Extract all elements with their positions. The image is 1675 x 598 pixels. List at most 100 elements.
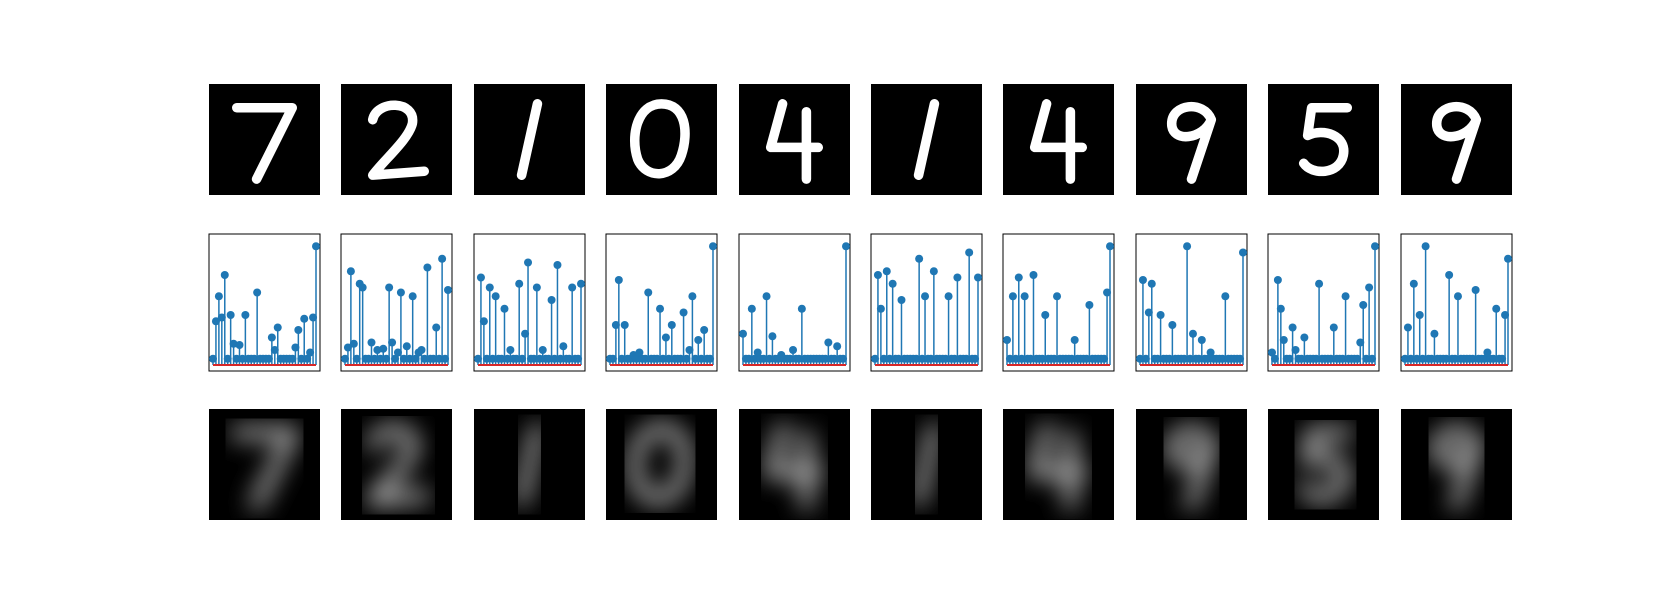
original-digit-glyph-4 — [765, 99, 824, 184]
stem-marker — [343, 343, 352, 352]
stem-marker — [753, 348, 762, 357]
stem-marker — [1206, 348, 1215, 357]
stem-marker — [1156, 311, 1165, 319]
stem-marker — [1003, 336, 1011, 344]
stem-marker — [376, 354, 385, 363]
stem-marker — [306, 348, 315, 357]
stem-marker — [420, 354, 429, 363]
original-image-background — [209, 84, 320, 195]
stem-marker — [1329, 323, 1338, 332]
stem-marker — [1492, 304, 1501, 313]
stem-marker — [438, 254, 447, 263]
stem-marker — [1014, 273, 1023, 282]
stem-plot-9 — [1400, 233, 1513, 372]
stem-marker — [1312, 354, 1321, 363]
stem-marker — [1453, 292, 1462, 301]
stem-marker — [894, 354, 903, 363]
stem-marker — [1359, 301, 1368, 309]
stem-marker — [491, 292, 500, 301]
stem-marker — [506, 346, 515, 354]
stem-marker — [608, 354, 617, 363]
reconstructed-image-2 — [474, 409, 585, 520]
stem-marker — [217, 313, 226, 322]
original-image-7 — [1136, 84, 1247, 195]
stem-marker — [358, 283, 367, 292]
stem-marker — [352, 354, 361, 363]
stem-marker — [921, 292, 930, 301]
stem-marker — [691, 354, 700, 363]
stem-marker — [762, 292, 771, 301]
stem-marker — [882, 267, 891, 276]
stem-marker — [250, 354, 259, 363]
stem-marker — [488, 354, 497, 363]
stem-marker — [797, 304, 806, 313]
stem-plot-3 — [605, 233, 718, 372]
reconstructed-digit-glyph-4 — [1028, 422, 1089, 511]
original-image-2 — [474, 84, 585, 195]
original-digit-glyph-9 — [1166, 101, 1217, 184]
stem-marker — [794, 354, 803, 363]
stem-marker — [1415, 311, 1424, 319]
original-image-9 — [1401, 84, 1512, 195]
reconstructed-image-7 — [1136, 409, 1247, 520]
stem-marker — [1136, 354, 1144, 363]
stem-marker — [435, 354, 444, 363]
stem-marker — [1273, 276, 1282, 284]
stem-marker — [1504, 254, 1512, 263]
stem-marker — [1362, 354, 1371, 363]
stem-marker — [223, 354, 232, 363]
reconstructed-image-0 — [209, 409, 320, 520]
reconstructed-image-8 — [1268, 409, 1379, 520]
stem-marker — [574, 354, 583, 363]
stem-marker — [879, 354, 888, 363]
stem-marker — [709, 242, 717, 251]
stem-marker — [565, 354, 574, 363]
stem-marker — [1401, 354, 1409, 363]
stem-marker — [1468, 354, 1477, 363]
stem-marker — [535, 354, 544, 363]
stem-marker — [556, 354, 565, 363]
stem-marker — [632, 354, 641, 363]
stem-marker — [1406, 354, 1415, 363]
stem-marker — [474, 354, 482, 363]
stem-marker — [1427, 354, 1436, 363]
stem-marker — [789, 346, 798, 354]
stem-marker — [971, 354, 980, 363]
stem-marker — [1365, 283, 1374, 292]
stem-marker — [1353, 354, 1362, 363]
stem-marker — [821, 354, 830, 363]
stem-marker — [524, 258, 533, 267]
stem-marker — [273, 323, 282, 332]
stem-marker — [1026, 354, 1035, 363]
stem-marker — [408, 292, 417, 301]
stem-marker — [1451, 354, 1460, 363]
stem-marker — [220, 271, 229, 279]
stem-marker — [538, 346, 547, 354]
reconstructed-image-9 — [1401, 409, 1512, 520]
stem-marker — [1106, 242, 1114, 251]
stem-marker — [750, 354, 759, 363]
stem-marker — [1239, 248, 1247, 257]
reconstructed-image-background — [739, 409, 850, 520]
original-image-6 — [1003, 84, 1114, 195]
reconstructed-digit-glyph-7 — [230, 426, 299, 511]
stem-marker — [897, 296, 906, 304]
stem-marker — [667, 321, 676, 329]
stem-marker — [241, 311, 250, 319]
stem-marker — [941, 354, 950, 363]
stem-marker — [226, 311, 235, 319]
stem-marker — [1008, 292, 1017, 301]
stem-plot-7 — [1135, 233, 1248, 372]
stem-marker — [288, 354, 297, 363]
stem-marker — [444, 286, 452, 294]
stem-marker — [515, 279, 524, 288]
reconstructed-digit-glyph-5 — [1297, 426, 1354, 503]
reconstructed-image-3 — [606, 409, 717, 520]
stem-marker — [1011, 354, 1020, 363]
stem-marker — [1038, 354, 1047, 363]
stem-marker — [1236, 354, 1245, 363]
stem-plot-5 — [870, 233, 983, 372]
stem-marker — [497, 354, 506, 363]
stem-marker — [676, 354, 685, 363]
stem-marker — [1197, 336, 1206, 344]
